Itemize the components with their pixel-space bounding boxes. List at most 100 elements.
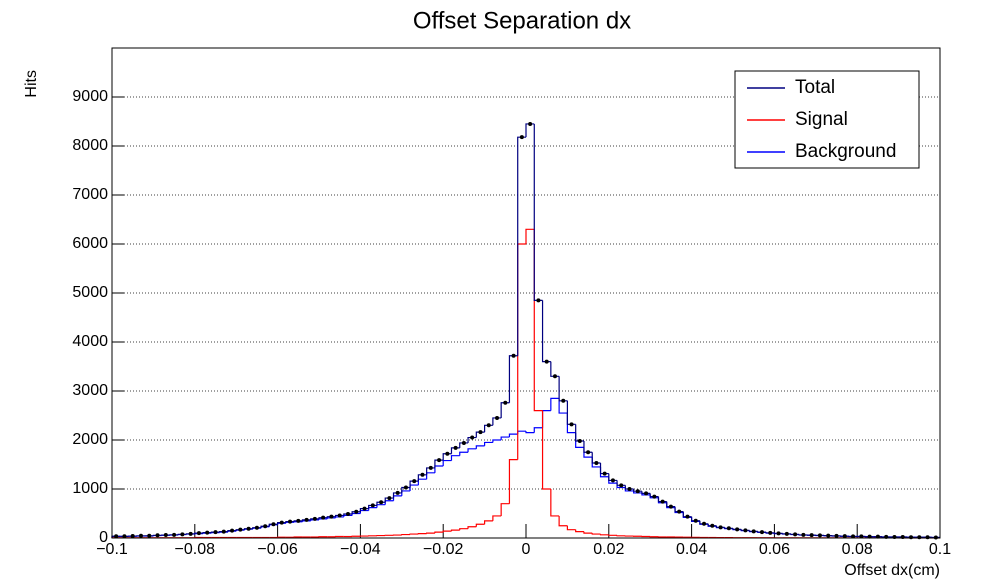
histogram-step [525,431,535,434]
histogram-step [467,526,477,529]
y-tick-label: 2000 [72,431,108,448]
data-point [519,135,524,140]
data-point [495,415,500,420]
y-tick-label: 4000 [72,333,108,350]
data-point [610,478,615,483]
histogram-step [550,397,560,411]
data-point [230,528,235,533]
data-point [445,451,450,456]
data-point [254,525,259,530]
data-point [635,489,640,494]
data-point [312,516,317,521]
x-tick-label: −0.04 [340,541,381,558]
data-point [702,521,707,526]
data-point [561,398,566,403]
y-tick-label: 6000 [72,235,108,252]
histogram-step [508,459,518,504]
data-point [354,509,359,514]
data-point [180,532,185,537]
data-point [122,534,127,539]
x-tick-label: 0.1 [929,541,951,558]
data-point [329,514,334,519]
histogram-step [508,433,518,438]
data-point [486,423,491,428]
data-point [743,528,748,533]
data-point [826,533,831,538]
y-axis-label: Hits [23,70,40,98]
data-point [337,513,342,518]
data-point [710,523,715,528]
data-point [503,400,508,405]
histogram-step [525,228,535,244]
data-point [321,515,326,520]
data-point [644,491,649,496]
data-point [602,471,607,476]
data-point [345,511,350,516]
data-point [851,534,856,539]
data-point [619,483,624,488]
data-point [652,494,657,499]
data-point [138,533,143,538]
data-point [155,533,160,538]
histogram-step [442,530,452,533]
histogram-step [475,445,485,449]
data-point [188,531,193,536]
data-point [461,440,466,445]
data-point [395,490,400,495]
x-tick-label: −0.06 [257,541,298,558]
data-point [246,526,251,531]
data-point [528,121,533,126]
data-point [213,530,218,535]
data-point [627,487,632,491]
data-point [130,534,135,539]
y-tick-label: 8000 [72,137,108,154]
data-point [205,530,210,535]
data-point [693,518,698,523]
data-point [909,535,914,540]
histogram-step [434,531,444,534]
data-point [586,450,591,455]
data-point [718,525,723,530]
data-point [478,430,483,435]
data-point [453,445,458,450]
data-point [933,535,938,540]
y-tick-label: 0 [99,529,108,546]
data-point [594,461,599,466]
data-point [768,530,773,535]
x-tick-label: −0.1 [96,541,128,558]
histogram-step [475,523,485,527]
y-tick-label: 1000 [72,480,108,497]
data-point [751,529,756,534]
data-point [793,532,798,537]
histogram-step [533,427,543,433]
histogram-step [500,436,510,440]
data-point [842,534,847,539]
data-point [834,533,839,538]
data-point [172,532,177,537]
plot-frame [111,47,941,539]
data-point [420,472,425,477]
data-point [735,527,740,532]
data-point [114,534,119,539]
y-tick-label: 3000 [72,382,108,399]
data-point [147,533,152,538]
histogram-step [550,489,560,517]
x-tick-label: 0.04 [676,541,707,558]
histogram-step [492,515,502,521]
data-point [784,531,789,536]
data-point [859,534,864,539]
data-point [668,504,673,509]
histogram-step [450,529,460,532]
legend-label: Background [795,141,896,162]
data-point [660,499,665,504]
x-tick-label: −0.02 [423,541,464,558]
data-point [726,526,731,531]
data-point [196,531,201,536]
data-point [437,458,442,463]
data-point [776,531,781,536]
legend-label: Signal [795,109,848,130]
data-point [263,524,268,529]
data-point [279,520,284,525]
x-tick-label: 0 [522,541,531,558]
data-point [917,535,922,540]
